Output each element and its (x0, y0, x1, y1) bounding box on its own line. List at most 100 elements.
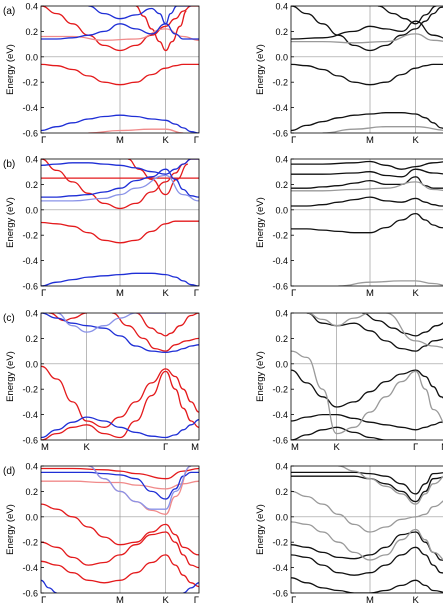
y-tick-label: -0.6 (272, 436, 288, 446)
y-tick-label: 0.2 (275, 334, 288, 344)
y-tick-label: 0.4 (275, 462, 288, 472)
y-tick-label: 0.2 (275, 27, 288, 37)
band-line (88, 128, 184, 133)
band-line (41, 579, 57, 593)
band-line (291, 475, 443, 503)
y-axis-label: Energy (eV) (255, 351, 266, 402)
band-line (291, 577, 443, 593)
y-tick-label: -0.2 (272, 231, 288, 241)
plot-frame (290, 465, 443, 594)
y-tick-label: 0.2 (275, 487, 288, 497)
y-tick-label: 0.2 (25, 180, 38, 190)
y-tick-label: -0.6 (272, 589, 288, 599)
y-tick-label: -0.2 (272, 385, 288, 395)
band-line (362, 313, 443, 337)
band-line (291, 490, 443, 533)
y-tick-label: -0.6 (22, 589, 38, 599)
band-line (338, 466, 443, 505)
band-line (41, 503, 199, 556)
band-line (135, 313, 199, 337)
y-tick-label: -0.2 (22, 78, 38, 88)
y-tick-label: -0.2 (272, 78, 288, 88)
y-tick-label: -0.4 (22, 256, 38, 266)
y-tick-label: -0.4 (22, 410, 38, 420)
band-line (377, 6, 437, 25)
band-line (291, 6, 443, 52)
band-line (111, 313, 199, 352)
k-point-label: Γ (163, 442, 168, 453)
plot-frame (290, 5, 443, 134)
band-line (291, 33, 443, 44)
k-point-label: M (291, 442, 299, 453)
y-tick-label: 0.0 (275, 512, 288, 522)
k-point-label: K (162, 595, 169, 605)
band-line (41, 531, 199, 569)
y-tick-label: -0.4 (272, 256, 288, 266)
y-tick-label: 0.4 (275, 309, 288, 319)
y-tick-label: -0.6 (272, 282, 288, 292)
y-tick-label: 0.4 (25, 2, 38, 12)
k-point-label: Γ (41, 595, 46, 605)
y-tick-label: 0.0 (275, 205, 288, 215)
plot-frame (40, 312, 200, 441)
k-point-label: K (162, 135, 169, 146)
band-line (291, 20, 443, 40)
band-line (41, 23, 199, 40)
k-point-label: M (191, 442, 199, 453)
subplot-c-right: -0.6 -0.4 -0.2 0.0 0.2 0.4 Energy (eV) M K Γ M (255, 309, 443, 453)
k-point-label: M (366, 288, 374, 299)
k-point-label: Γ (291, 288, 296, 299)
k-point-label: K (333, 442, 340, 453)
y-tick-label: 0.2 (25, 27, 38, 37)
band-line (41, 63, 199, 86)
band-line (41, 365, 199, 428)
subplot-a-left: -0.6 -0.4 -0.2 0.0 0.2 0.4 Energy (eV) Γ M K Γ (5, 2, 200, 146)
y-axis-label: Energy (eV) (5, 197, 16, 248)
y-tick-label: -0.4 (22, 103, 38, 113)
y-tick-label: -0.6 (22, 282, 38, 292)
y-tick-label: 0.2 (275, 180, 288, 190)
y-tick-label: 0.0 (25, 205, 38, 215)
k-point-label: K (412, 288, 419, 299)
band-line (291, 531, 443, 561)
y-axis-label: Energy (eV) (255, 504, 266, 555)
y-tick-label: 0.0 (25, 359, 38, 369)
y-tick-label: -0.6 (22, 129, 38, 139)
y-tick-label: -0.2 (22, 385, 38, 395)
y-tick-label: 0.4 (25, 462, 38, 472)
k-point-label: M (41, 442, 49, 453)
k-point-label: M (441, 442, 443, 453)
panel-label: (b) (3, 159, 15, 170)
k-point-label: K (412, 135, 419, 146)
k-point-label: M (116, 135, 124, 146)
panel-label: (a) (3, 6, 15, 17)
y-axis-label: Energy (eV) (255, 197, 266, 248)
panel-label: (c) (3, 313, 15, 324)
plot-frame (40, 465, 200, 594)
band-line (41, 168, 199, 198)
band-line (291, 471, 443, 495)
band-line (88, 466, 192, 510)
plot-frame (290, 158, 443, 287)
k-point-label: Γ (194, 288, 199, 299)
y-tick-label: -0.2 (22, 231, 38, 241)
band-line (291, 546, 443, 576)
band-line (291, 176, 443, 189)
y-tick-label: 0.0 (25, 52, 38, 62)
band-line (291, 212, 443, 234)
subplot-b-left: -0.6 -0.4 -0.2 0.0 0.2 0.4 Energy (eV) Γ M K Γ (5, 155, 200, 299)
k-point-label: M (116, 288, 124, 299)
k-point-label: Γ (41, 288, 46, 299)
y-tick-label: 0.4 (25, 155, 38, 165)
k-point-label: M (366, 595, 374, 605)
band-line (41, 370, 199, 440)
band-line (41, 467, 199, 480)
y-tick-label: -0.6 (272, 129, 288, 139)
y-tick-label: -0.4 (272, 563, 288, 573)
band-line (127, 159, 189, 196)
k-point-label: Γ (194, 595, 199, 605)
band-line (291, 196, 443, 207)
band-line (41, 554, 199, 588)
y-tick-label: 0.0 (275, 52, 288, 62)
